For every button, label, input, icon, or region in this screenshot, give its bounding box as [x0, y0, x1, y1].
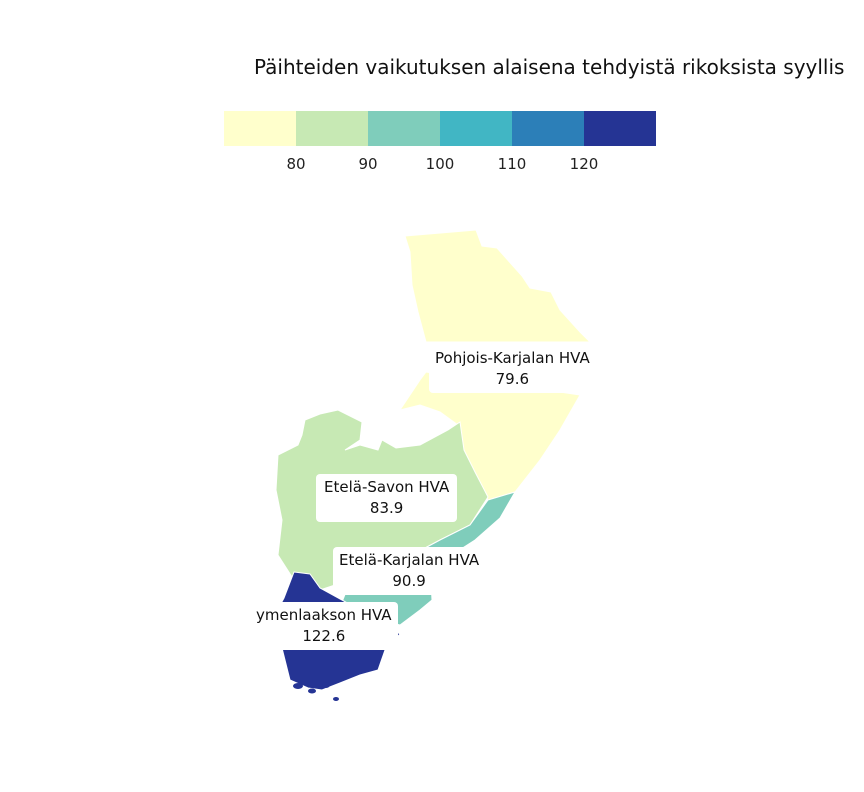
label-value: 83.9 [369, 499, 404, 517]
island-1 [293, 683, 303, 689]
label-pohjois-karjala: Pohjois-Karjalan HVA 79.6 [429, 345, 596, 393]
legend-swatch-3 [368, 111, 440, 146]
legend-swatch-5 [512, 111, 584, 146]
legend-swatch-2 [296, 111, 368, 146]
legend-tick-100: 100 [425, 155, 455, 173]
legend-swatch-1 [224, 111, 296, 146]
label-name: Etelä-Savon HVA [324, 478, 450, 496]
legend-swatch-4 [440, 111, 512, 146]
label-etela-karjala: Etelä-Karjalan HVA 90.9 [333, 547, 486, 595]
legend-tick-120: 120 [569, 155, 599, 173]
map-title: Päihteiden vaikutuksen alaisena tehdyist… [254, 55, 845, 79]
color-legend [224, 111, 656, 146]
label-etela-savo: Etelä-Savon HVA 83.9 [316, 474, 458, 522]
label-kymenlaakso: ymenlaakson HVA 122.6 [250, 602, 398, 650]
label-value: 90.9 [392, 572, 426, 590]
island-2 [308, 688, 316, 694]
legend-tick-110: 110 [497, 155, 527, 173]
label-value: 122.6 [302, 627, 346, 645]
legend-tick-90: 90 [358, 155, 378, 173]
label-name: Etelä-Karjalan HVA [339, 551, 480, 569]
island-3 [322, 682, 330, 688]
island-4 [333, 697, 339, 701]
label-value: 79.6 [495, 370, 530, 388]
label-name: Pohjois-Karjalan HVA [435, 349, 590, 367]
legend-tick-80: 80 [286, 155, 306, 173]
label-name: ymenlaakson HVA [256, 606, 392, 624]
legend-swatch-6 [584, 111, 656, 146]
